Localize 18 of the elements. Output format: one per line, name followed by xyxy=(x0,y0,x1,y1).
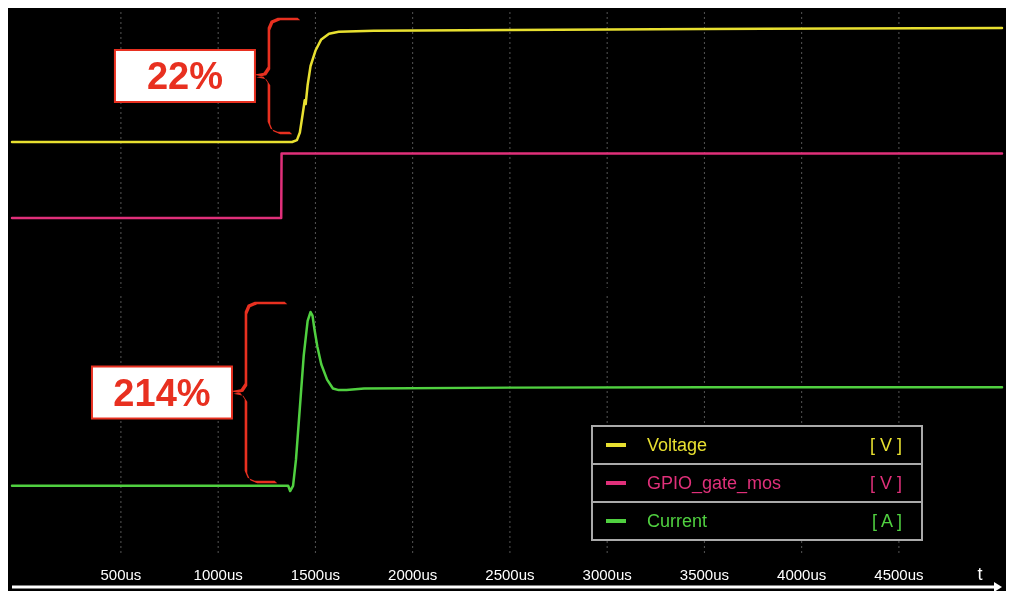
x-tick-label: 1500us xyxy=(290,566,341,583)
annotation: [ A ] xyxy=(871,511,902,531)
x-tick-label: 1000us xyxy=(193,566,243,583)
text: GPIO_gate_mos xyxy=(647,473,782,493)
x-tick-label: 500us xyxy=(100,566,142,583)
x-tick-label: 3000us xyxy=(582,566,632,583)
x-axis-title: t xyxy=(977,564,983,584)
x-tick-label: 4500us xyxy=(874,566,924,583)
annotation: 22% xyxy=(146,55,223,97)
legend-label: Current xyxy=(647,511,708,531)
x-tick-label: 2000us xyxy=(388,566,438,583)
annotation: 214% xyxy=(113,371,211,414)
annotation: [ V ] xyxy=(869,435,902,455)
x-tick-label: 3500us xyxy=(679,566,730,583)
x-tick-label: 2500us xyxy=(485,566,535,583)
annotation: [ V ] xyxy=(869,473,902,493)
text: Voltage xyxy=(647,435,708,455)
x-tick-label: 4000us xyxy=(777,566,827,583)
